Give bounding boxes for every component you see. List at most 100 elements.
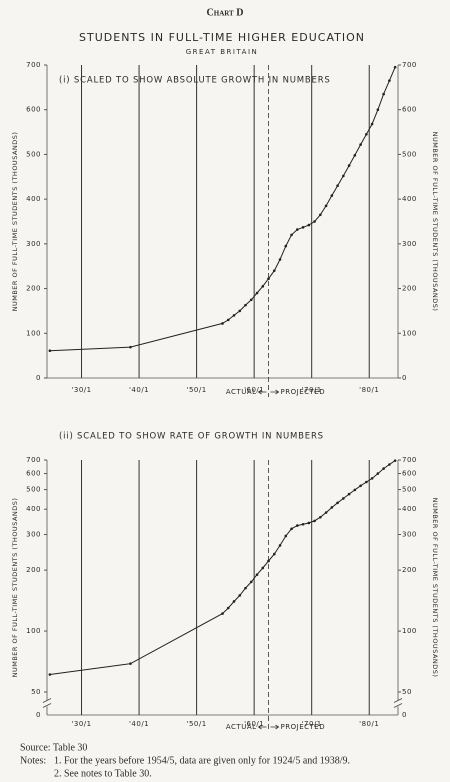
x-tick-label: '50/1 bbox=[187, 720, 207, 728]
annotation: ACTUAL bbox=[226, 388, 257, 396]
y-tick-label: 100 bbox=[26, 329, 41, 337]
y2-tick-label: 200 bbox=[402, 285, 417, 293]
y2-tick-label: 300 bbox=[402, 240, 417, 248]
data-point bbox=[226, 606, 230, 610]
data-line bbox=[49, 460, 396, 675]
y-tick-label: 100 bbox=[26, 627, 41, 635]
data-point bbox=[278, 258, 282, 261]
data-point bbox=[272, 269, 276, 272]
data-point bbox=[221, 612, 224, 615]
data-point bbox=[319, 213, 322, 217]
data-point bbox=[301, 226, 305, 229]
data-point bbox=[313, 220, 316, 223]
note: 2. See notes to Table 30. bbox=[54, 768, 152, 779]
y2-tick-label: 500 bbox=[402, 150, 417, 158]
data-point bbox=[261, 566, 265, 570]
y2-tick-label: 400 bbox=[402, 195, 417, 203]
axis-break bbox=[393, 698, 403, 708]
y-axis-label: NUMBER OF FULL-TIME STUDENTS (THOUSANDS) bbox=[11, 132, 19, 312]
chart-label: Chart D bbox=[207, 7, 244, 18]
data-point bbox=[301, 522, 305, 526]
data-point bbox=[370, 122, 374, 126]
data-point bbox=[232, 600, 236, 603]
y2-tick-label: 700 bbox=[402, 456, 417, 464]
y2-tick-label: 700 bbox=[402, 61, 417, 69]
y-tick-label: 400 bbox=[26, 195, 41, 203]
x-tick-label: '30/1 bbox=[71, 720, 91, 728]
y-tick-label: 700 bbox=[26, 61, 41, 69]
chart-title: STUDENTS IN FULL-TIME HIGHER EDUCATION bbox=[79, 31, 365, 44]
data-point bbox=[267, 277, 270, 281]
data-point bbox=[284, 534, 288, 538]
data-point bbox=[319, 515, 322, 519]
y-tick-label: 200 bbox=[26, 566, 41, 574]
x-tick-label: '70/1 bbox=[302, 386, 322, 394]
data-point bbox=[382, 92, 385, 96]
data-point bbox=[249, 580, 253, 584]
data-point bbox=[48, 673, 52, 676]
data-point bbox=[359, 143, 362, 146]
data-point bbox=[393, 459, 397, 462]
data-point bbox=[278, 544, 282, 547]
y2-axis-label: NUMBER OF FULL-TIME STUDENTS (THOUSANDS) bbox=[431, 498, 439, 678]
data-point bbox=[290, 527, 293, 531]
y2-tick-label: 100 bbox=[402, 329, 417, 337]
x-tick-label: '40/1 bbox=[129, 720, 149, 728]
data-point bbox=[365, 480, 368, 484]
y-tick-label: 500 bbox=[26, 150, 41, 158]
data-point bbox=[353, 154, 357, 157]
data-point bbox=[307, 521, 311, 525]
data-point bbox=[342, 497, 345, 500]
axis-break bbox=[42, 698, 52, 708]
data-point bbox=[359, 484, 362, 488]
data-point bbox=[353, 488, 357, 492]
axis-break-gap bbox=[43, 700, 51, 707]
y2-tick-label: 0 bbox=[402, 374, 407, 382]
x-tick-label: '40/1 bbox=[129, 386, 149, 394]
data-point bbox=[336, 501, 339, 505]
data-point bbox=[232, 314, 236, 317]
y-tick-label: 600 bbox=[26, 106, 41, 114]
y2-tick-label: 600 bbox=[402, 106, 417, 114]
y-tick-label: 600 bbox=[26, 470, 41, 478]
y-break-label: 0 bbox=[36, 711, 41, 719]
x-tick-label: '70/1 bbox=[302, 720, 322, 728]
y-axis-label: NUMBER OF FULL-TIME STUDENTS (THOUSANDS) bbox=[11, 498, 19, 678]
data-point bbox=[255, 291, 259, 295]
data-point bbox=[296, 524, 299, 527]
data-point bbox=[296, 228, 299, 231]
y2-axis-label: NUMBER OF FULL-TIME STUDENTS (THOUSANDS) bbox=[431, 132, 439, 312]
data-point bbox=[313, 519, 316, 523]
y-tick-label: 50 bbox=[31, 688, 41, 696]
data-point bbox=[261, 285, 265, 288]
source: Source: Table 30 bbox=[20, 742, 87, 753]
data-point bbox=[388, 463, 391, 466]
y2-tick-label: 100 bbox=[402, 627, 417, 635]
notes-label: Notes: bbox=[20, 755, 46, 766]
data-point bbox=[129, 345, 132, 349]
data-point bbox=[330, 506, 334, 509]
data-point bbox=[393, 65, 397, 69]
data-point bbox=[238, 594, 242, 597]
data-point bbox=[388, 79, 391, 82]
x-tick-label: '60/1 bbox=[244, 720, 264, 728]
y2-tick-label: 500 bbox=[402, 486, 417, 494]
data-point bbox=[365, 133, 368, 136]
data-point bbox=[376, 108, 380, 112]
x-tick-label: '30/1 bbox=[71, 386, 91, 394]
y-tick-label: 700 bbox=[26, 456, 41, 464]
chart-subtitle: GREAT BRITAIN bbox=[186, 48, 259, 56]
y-tick-label: 200 bbox=[26, 285, 41, 293]
arrow bbox=[257, 389, 280, 395]
annotation: PROJECTED bbox=[281, 388, 326, 396]
y-tick-label: 500 bbox=[26, 486, 41, 494]
panel-title: (i) SCALED TO SHOW ABSOLUTE GROWTH IN NU… bbox=[59, 76, 331, 86]
data-point bbox=[382, 467, 385, 470]
y-tick-label: 0 bbox=[36, 374, 41, 382]
y2-tick-label: 300 bbox=[402, 530, 417, 538]
annotation: ACTUAL bbox=[226, 723, 257, 731]
data-point bbox=[249, 298, 253, 302]
data-point bbox=[48, 349, 52, 353]
y-tick-label: 300 bbox=[26, 530, 41, 538]
